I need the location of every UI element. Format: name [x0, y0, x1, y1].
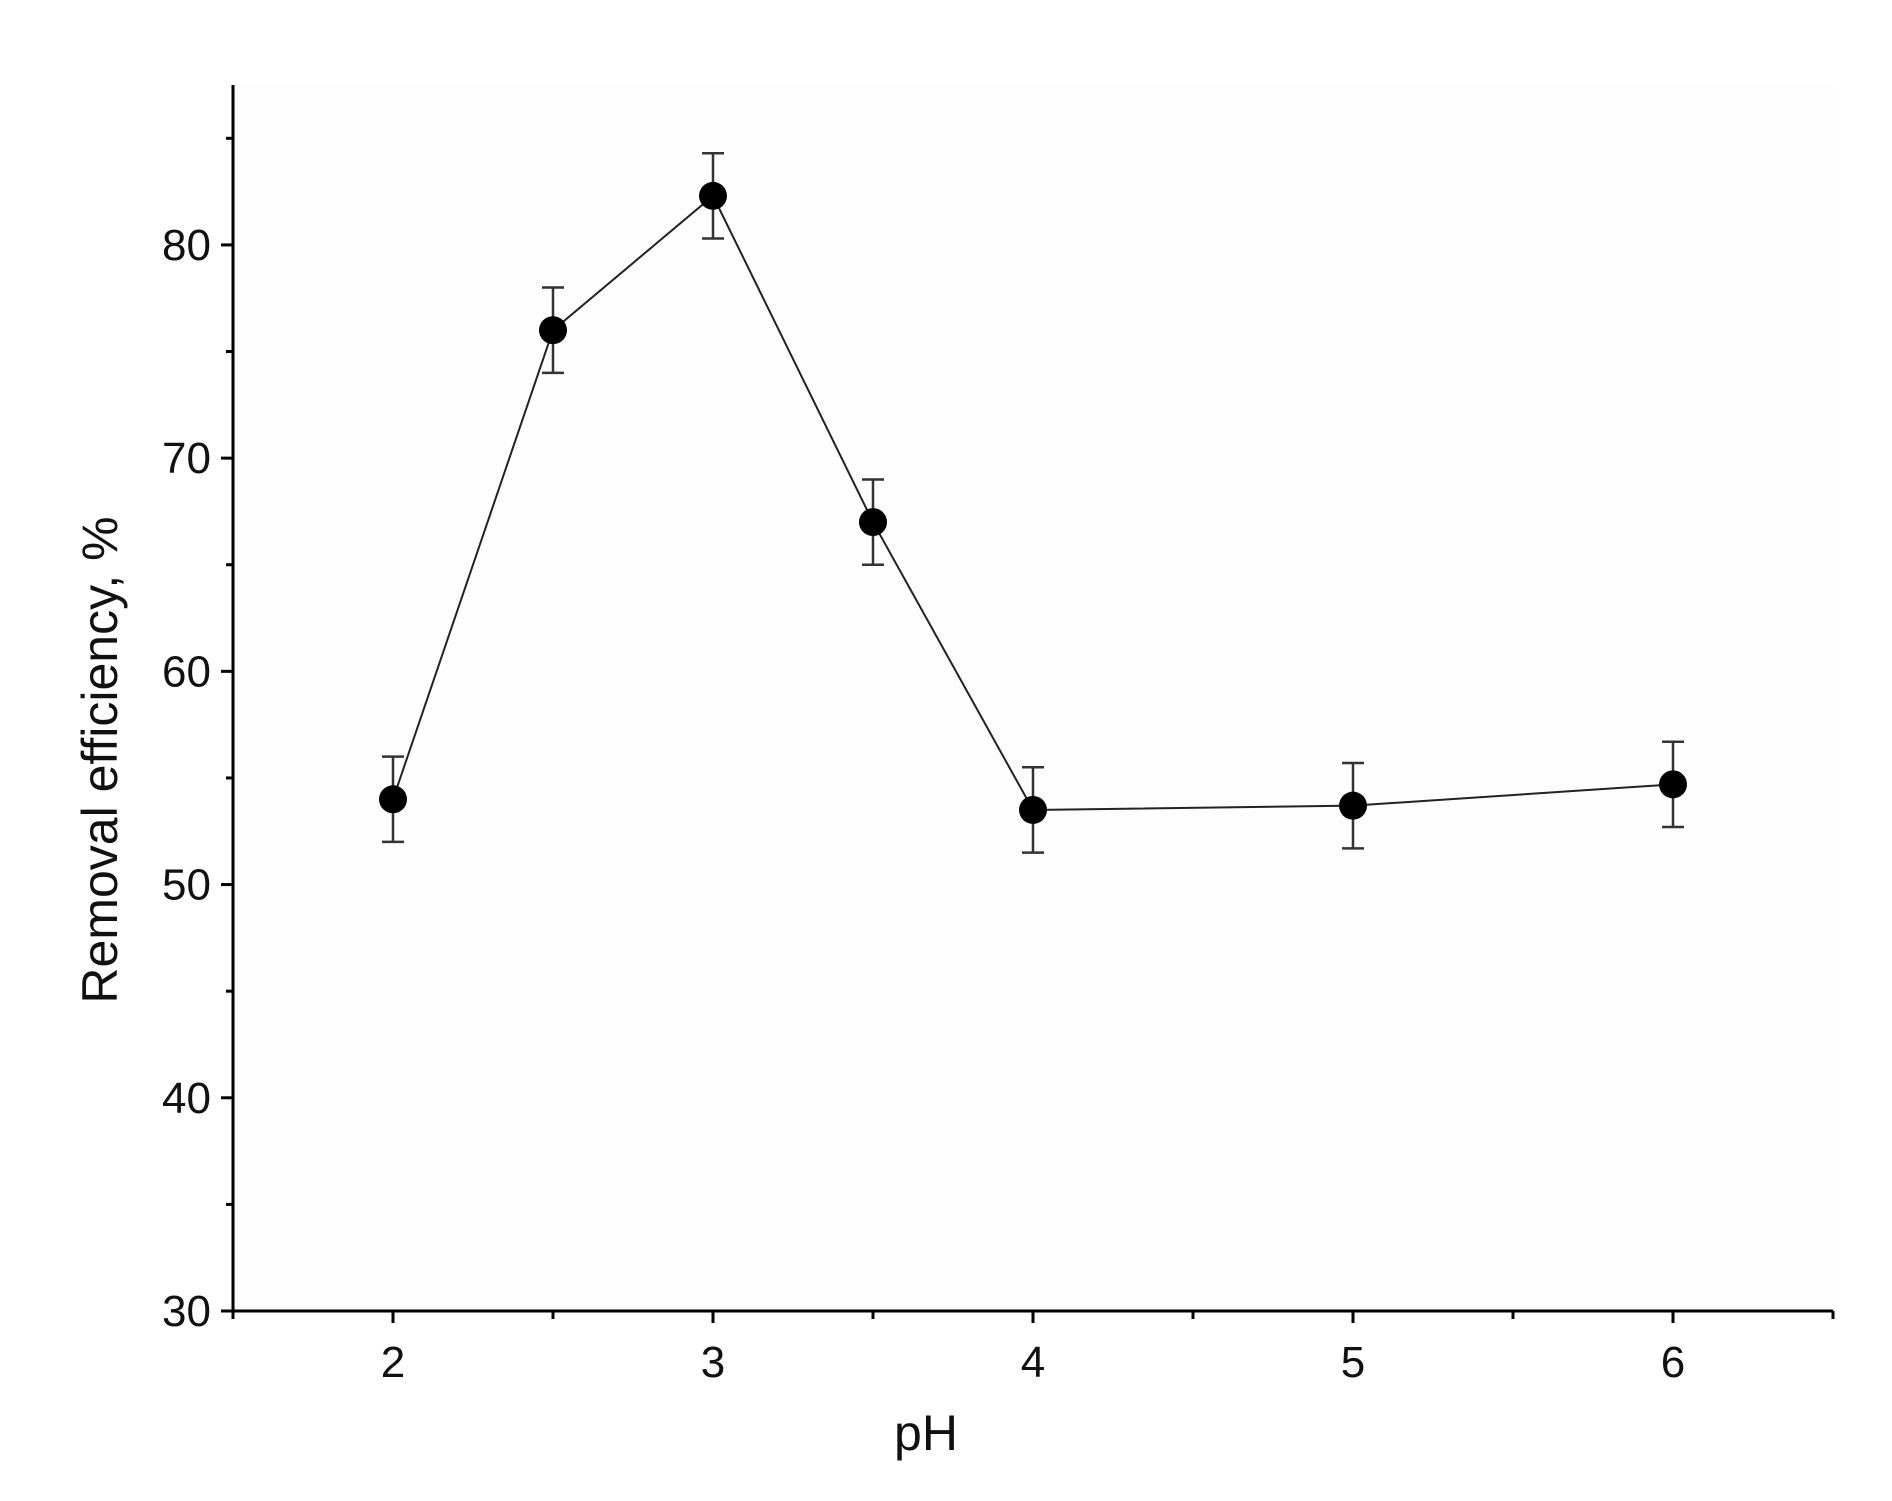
- data-point: [859, 508, 887, 537]
- data-point: [699, 181, 727, 210]
- series-layer: [379, 151, 1687, 854]
- axes-layer: 30 40 50 60 70 80 2 3 4 5 6: [162, 85, 1835, 1387]
- data-point: [1659, 770, 1687, 799]
- data-point: [1019, 795, 1047, 824]
- y-tick-label: 70: [162, 434, 211, 483]
- y-tick-label: 40: [162, 1074, 211, 1123]
- x-axis-title: pH: [894, 1405, 958, 1461]
- x-tick-label: 6: [1661, 1338, 1685, 1387]
- y-tick-label: 30: [162, 1287, 211, 1336]
- data-point: [379, 785, 407, 814]
- y-tick-label: 80: [162, 221, 211, 270]
- data-point: [1339, 791, 1367, 820]
- x-tick-label: 5: [1341, 1338, 1365, 1387]
- x-tick-label: 3: [701, 1338, 725, 1387]
- y-tick-label: 50: [162, 861, 211, 910]
- x-tick-label: 4: [1021, 1338, 1045, 1387]
- plot-area: [233, 85, 1833, 1311]
- y-axis-title: Removal efficiency, %: [72, 516, 128, 1003]
- x-tick-label: 2: [381, 1338, 405, 1387]
- y-tick-label: 60: [162, 647, 211, 696]
- data-point: [539, 316, 567, 345]
